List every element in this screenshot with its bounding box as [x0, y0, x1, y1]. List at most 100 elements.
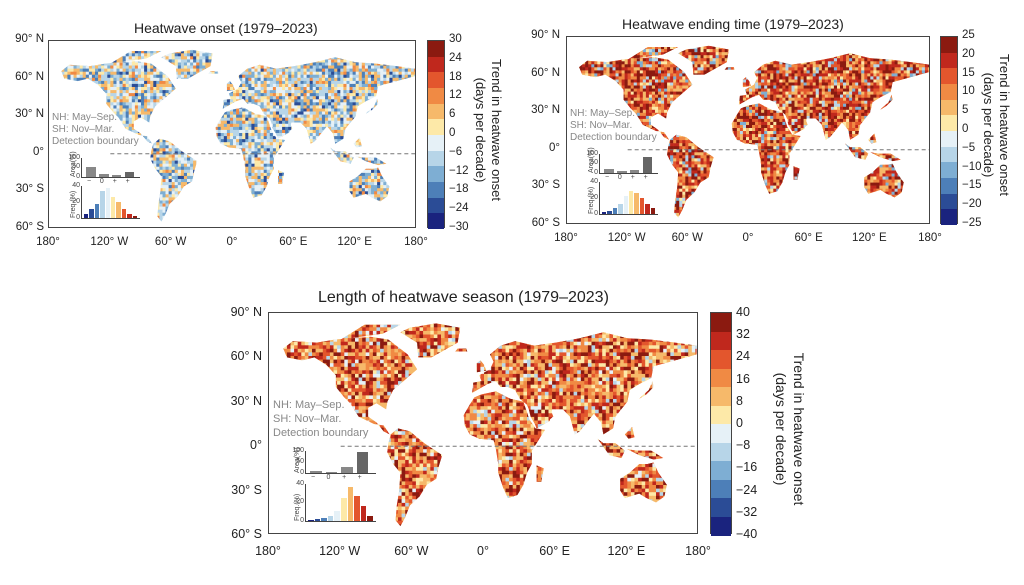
area-histogram: [305, 450, 376, 475]
area-bar: [629, 169, 640, 173]
frequency-bar: [650, 208, 655, 214]
season-note-line: Detection boundary: [570, 132, 657, 144]
area-tick-label: 50: [590, 159, 598, 166]
frequency-tick-label: 40: [72, 182, 80, 189]
latitude-label: 30° N: [15, 108, 44, 120]
colorbar-segment: [428, 182, 444, 199]
colorbar-tick-label: 12: [449, 89, 462, 101]
panel-title: Heatwave ending time (1979–2023): [622, 16, 844, 32]
panel-title: Length of heatwave season (1979–2023): [318, 289, 609, 307]
frequency-bar: [623, 196, 628, 214]
colorbar-segment: [711, 313, 731, 332]
frequency-bar: [639, 198, 645, 214]
area-bar: [356, 451, 369, 474]
longitude-label: 60° W: [394, 544, 428, 558]
longitude-label: 0°: [227, 236, 238, 248]
histogram-inset: Area(%) Freq.(%) 100 50 0 40 20 0−0 + +: [68, 151, 140, 221]
colorbar-tick-label: 24: [449, 52, 462, 64]
latitude-label: 0°: [549, 142, 560, 154]
frequency-tick-label: 0: [594, 210, 598, 217]
frequency-tick-label: 20: [296, 498, 304, 505]
world-map: NH: May–Sep. SH: Nov–Mar. Detection bounda…: [566, 36, 930, 224]
longitude-label: 180°: [918, 232, 942, 244]
colorbar-label: Trend in heatwave onset (days per decade…: [472, 30, 504, 230]
frequency-tick-label: 0: [76, 214, 80, 221]
area-histogram: [81, 157, 140, 178]
season-note-line: NH: May–Sep.: [570, 108, 657, 120]
area-tick-label: 0: [300, 469, 304, 476]
colorbar-tick-label: 18: [449, 71, 462, 83]
colorbar-tick-label: −24: [449, 202, 469, 214]
area-tick-label: 100: [68, 154, 80, 161]
colorbar-tick-label: −24: [736, 483, 757, 497]
colorbar-tick-label: 0: [449, 127, 455, 139]
colorbar-tick-label: −12: [449, 165, 469, 177]
colorbar-label-line1: Trend in heatwave onset: [790, 316, 808, 542]
area-bar: [325, 472, 338, 474]
colorbar-tick-label: 25: [962, 29, 975, 41]
latitude-label: 60° S: [231, 527, 262, 541]
longitude-label: 0°: [477, 544, 489, 558]
colorbar-label-line2: (days per decade): [472, 30, 488, 230]
colorbar-segment: [711, 498, 731, 517]
frequency-bar: [602, 212, 607, 214]
colorbar-segment: [941, 84, 957, 101]
season-note-line: Detection boundary: [273, 426, 368, 440]
longitude-label: 120° W: [608, 232, 646, 244]
colorbar-segment: [711, 368, 731, 388]
area-tick-label: 100: [292, 447, 304, 454]
frequency-bar: [89, 209, 94, 218]
frequency-tick-label: 40: [590, 178, 598, 185]
colorbar-label-line1: Trend in heatwave onset: [488, 30, 504, 230]
colorbar-label-line1: Trend in heatwave onset: [996, 20, 1012, 230]
latitude-label: 30° N: [531, 104, 560, 116]
season-note-line: NH: May–Sep.: [273, 398, 368, 412]
histogram-inset: Area(%) Freq.(%) 100 50 0 40 20 0−0 + +: [292, 447, 376, 524]
longitude-label: 180°: [255, 544, 281, 558]
area-tick-label: 0: [594, 169, 598, 176]
frequency-tick-label: 20: [590, 194, 598, 201]
colorbar-label: Trend in heatwave onset (days per decade…: [980, 20, 1012, 230]
colorbar-segment: [941, 131, 957, 148]
area-bar: [616, 171, 627, 173]
colorbar-segment: [711, 424, 731, 443]
latitude-label: 60° N: [231, 349, 262, 363]
area-category-symbol: −: [311, 474, 315, 481]
colorbar-segment: [428, 72, 444, 89]
colorbar-tick-label: 32: [736, 327, 750, 341]
frequency-bar: [111, 196, 116, 218]
area-bar: [310, 471, 322, 474]
frequency-bar: [127, 214, 132, 218]
colorbar-tick-label: 30: [449, 33, 462, 45]
colorbar-segment: [428, 166, 444, 183]
colorbar-segment: [428, 213, 444, 230]
panel-title: Heatwave onset (1979–2023): [134, 20, 318, 36]
longitude-label: 120° E: [337, 236, 372, 248]
colorbar-tick-label: −32: [736, 505, 757, 519]
area-tick-label: 50: [72, 163, 80, 170]
frequency-bar: [360, 506, 367, 521]
season-note: NH: May–Sep. SH: Nov–Mar. Detection bounda…: [570, 108, 657, 144]
latitude-label: 90° N: [531, 29, 560, 41]
colorbar-tick-label: 8: [736, 394, 743, 408]
frequency-bar: [367, 515, 373, 521]
longitude-label: 120° E: [852, 232, 887, 244]
colorbar-tick-label: 0: [962, 123, 968, 135]
colorbar-segment: [941, 52, 957, 69]
longitude-label: 60° E: [795, 232, 823, 244]
frequency-tick-label: 0: [300, 517, 304, 524]
colorbar-tick-label: −15: [962, 179, 982, 191]
frequency-bar: [100, 191, 105, 218]
colorbar-segment: [428, 197, 444, 214]
frequency-bar: [105, 188, 110, 218]
latitude-label: 60° N: [15, 71, 44, 83]
colorbar-segment: [941, 68, 957, 85]
frequency-bar: [618, 203, 623, 214]
colorbar-tick-label: 40: [736, 305, 750, 319]
frequency-tick-label: 20: [72, 198, 80, 205]
colorbar-label-line2: (days per decade): [772, 316, 790, 542]
colorbar-segment: [428, 150, 444, 167]
longitude-label: 120° W: [90, 236, 128, 248]
colorbar-tick-label: −6: [449, 146, 462, 158]
area-category-symbol: 0: [100, 178, 104, 185]
